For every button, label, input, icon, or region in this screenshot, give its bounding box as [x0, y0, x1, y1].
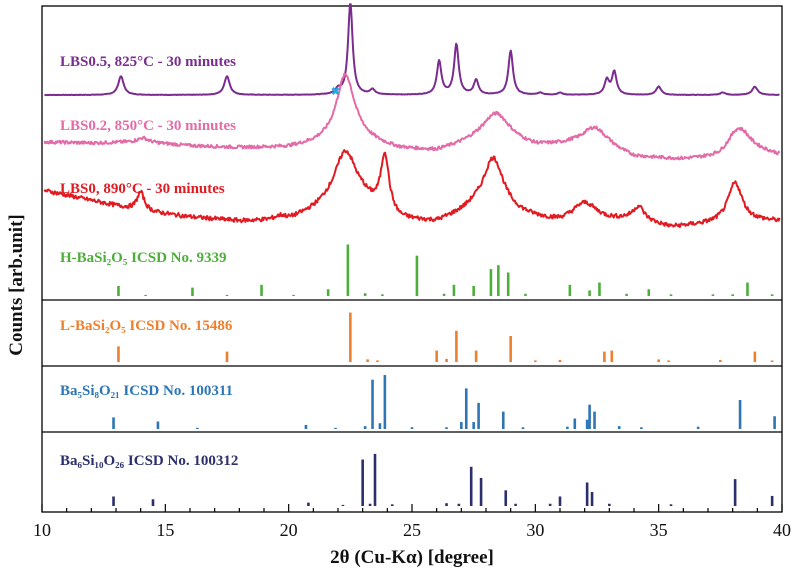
impurity-marker: ✖ [331, 86, 340, 98]
pattern-label: LBS0.5, 825°C - 30 minutes [60, 54, 236, 70]
pattern-3 [43, 149, 781, 229]
reference-label: H-BaSi₂O₅ ICSD No. 9339 [60, 250, 227, 266]
reference-4 [112, 453, 774, 506]
x-tick-label: 10 [33, 520, 51, 540]
pattern-label: LBS0.2, 850°C - 30 minutes [60, 118, 236, 134]
reference-label: L-BaSi₂O₅ ICSD No. 15486 [60, 318, 233, 334]
reference-1 [117, 244, 774, 296]
reference-2 [117, 312, 774, 362]
x-tick-label: 20 [280, 520, 298, 540]
x-axis: 10 15 20 25 30 35 40 [33, 504, 791, 540]
reference-label: Ba₅Si₈O₂₁ ICSD No. 100311 [60, 383, 233, 399]
pattern-1 [44, 3, 780, 97]
pattern-curve [43, 72, 781, 161]
labels-layer: LBS0.5, 825°C - 30 minutes LBS0.2, 850°C … [60, 54, 238, 469]
pattern-2 [43, 72, 781, 161]
pattern-curve [44, 3, 780, 97]
x-tick-label: 30 [526, 520, 544, 540]
pattern-curve [43, 149, 781, 229]
reference-layer [112, 244, 776, 506]
reference-3 [112, 375, 776, 429]
x-tick-label: 35 [650, 520, 668, 540]
x-tick-label: 40 [773, 520, 791, 540]
x-tick-label: 15 [156, 520, 174, 540]
x-tick-label: 25 [403, 520, 421, 540]
x-axis-title: 2θ (Cu-Kα) [degree] [330, 547, 494, 568]
reference-label: Ba₆Si₁₀O₂₆ ICSD No. 100312 [60, 453, 238, 469]
patterns-layer: ✖ [43, 3, 781, 229]
pattern-label: LBS0, 890°C - 30 minutes [60, 181, 225, 197]
y-axis-title: Counts [arb.unit] [6, 214, 27, 355]
